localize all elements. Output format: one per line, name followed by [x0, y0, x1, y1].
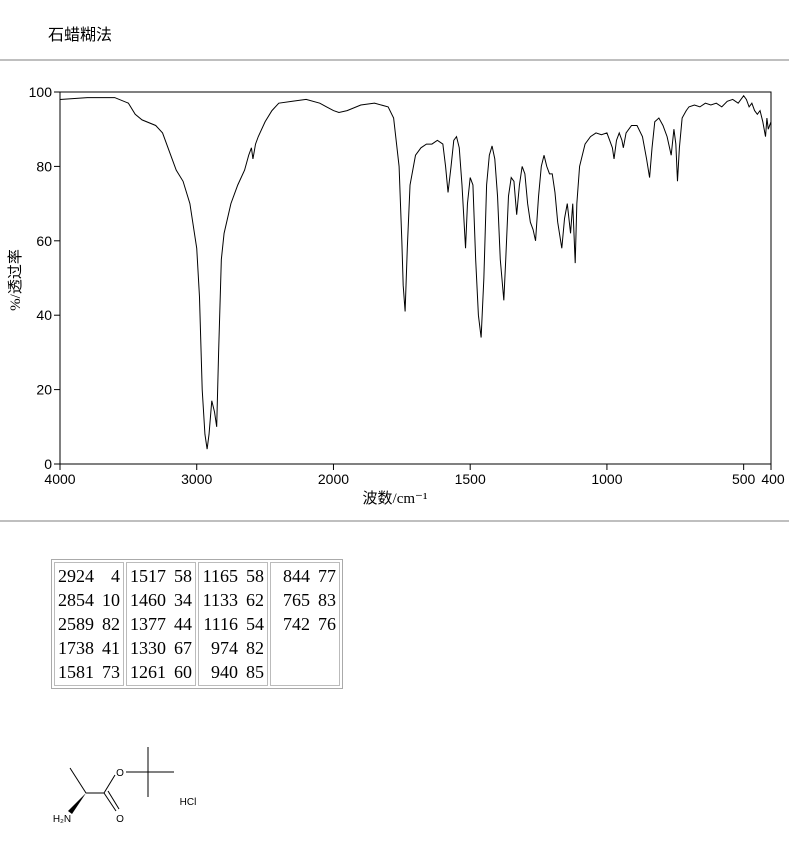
y-tick-label: 40 [36, 307, 52, 323]
peak-entry: 765 83 [274, 588, 336, 612]
peak-entry: 2854 10 [58, 588, 120, 612]
x-axis-label: 波数/cm⁻¹ [363, 490, 428, 507]
transmittance: 83 [318, 590, 336, 610]
transmittance: 77 [318, 566, 336, 586]
x-tick-label: 4000 [44, 471, 75, 487]
peak-entry: 2924 4 [58, 564, 120, 588]
wavenumber: 1517 [130, 566, 166, 586]
transmittance: 34 [174, 590, 192, 610]
peak-entry: 1738 41 [58, 636, 120, 660]
atom-label: O [116, 768, 124, 779]
x-tick-label: 3000 [181, 471, 212, 487]
peak-entry: 2589 82 [58, 612, 120, 636]
wavenumber: 1460 [130, 590, 166, 610]
wavenumber: 2924 [58, 566, 94, 586]
peak-column: 844 77 765 83 742 76 [270, 562, 340, 686]
peak-entry [274, 660, 336, 684]
transmittance: 82 [102, 614, 120, 634]
peak-table: 2924 4 2854 10 2589 82 1738 41 1581 73 1517 58 1460 3… [51, 559, 343, 689]
wavenumber: 1738 [58, 638, 94, 658]
spectrum-chart: 石蜡糊法 波数/cm⁻¹ %/透过率 0 20 40 60 80 100 4000 3000 2… [0, 26, 789, 522]
y-tick-label: 0 [44, 456, 52, 472]
x-tick-label: 500 [732, 471, 756, 487]
wavenumber: 940 [211, 662, 238, 682]
peak-entry: 1116 54 [202, 612, 264, 636]
wavenumber: 2854 [58, 590, 94, 610]
wavenumber: 742 [283, 614, 310, 634]
transmittance: 10 [102, 590, 120, 610]
peak-column: 1517 58 1460 34 1377 44 1330 67 1261 60 [126, 562, 196, 686]
wavenumber: 1133 [202, 590, 238, 610]
wavenumber: 2589 [58, 614, 94, 634]
wavenumber: 844 [283, 566, 310, 586]
transmittance: 41 [102, 638, 120, 658]
peak-entry: 1377 44 [130, 612, 192, 636]
peak-entry: 844 77 [274, 564, 336, 588]
peak-entry: 1517 58 [130, 564, 192, 588]
peak-entry: 1133 62 [202, 588, 264, 612]
wavenumber: 1261 [130, 662, 166, 682]
wavenumber: 1330 [130, 638, 166, 658]
peak-row: 2924 4 2854 10 2589 82 1738 41 1581 73 1517 58 1460 3… [54, 562, 340, 686]
x-tick-label: 1000 [591, 471, 622, 487]
peak-entry: 1581 73 [58, 660, 120, 684]
y-tick-label: 80 [36, 158, 52, 174]
y-tick-label: 60 [36, 233, 52, 249]
transmittance: 44 [174, 614, 192, 634]
peak-column: 1165 58 1133 62 1116 54 974 82 940 85 [198, 562, 268, 686]
salt-label: HCl [180, 797, 197, 808]
wedge-bond [68, 793, 86, 814]
x-tick-label: 400 [761, 471, 785, 487]
peak-entry: 1460 34 [130, 588, 192, 612]
peak-entry [274, 636, 336, 660]
transmittance: 82 [246, 638, 264, 658]
transmittance: 62 [246, 590, 264, 610]
peak-entry: 1330 67 [130, 636, 192, 660]
peak-entry: 1165 58 [202, 564, 264, 588]
spectrum-line [59, 94, 772, 450]
plot-frame [59, 91, 772, 465]
wavenumber: 1581 [58, 662, 94, 682]
atom-label: H₂N [53, 814, 71, 825]
x-tick-label: 1500 [455, 471, 486, 487]
atom-label: O [116, 814, 124, 825]
structure: O O H₂N HCl [53, 747, 197, 825]
wavenumber: 1165 [202, 566, 238, 586]
wavenumber: 1116 [203, 614, 238, 634]
transmittance: 60 [174, 662, 192, 682]
transmittance: 58 [246, 566, 264, 586]
y-axis-label: %/透过率 [7, 249, 24, 311]
wavenumber: 974 [211, 638, 238, 658]
transmittance: 54 [246, 614, 264, 634]
transmittance: 76 [318, 614, 336, 634]
x-tick-label: 2000 [318, 471, 349, 487]
transmittance: 67 [174, 638, 192, 658]
wavenumber: 1377 [130, 614, 166, 634]
peak-entry: 1261 60 [130, 660, 192, 684]
transmittance: 73 [102, 662, 120, 682]
peak-column: 2924 4 2854 10 2589 82 1738 41 1581 73 [54, 562, 124, 686]
peak-entry: 940 85 [202, 660, 264, 684]
transmittance: 58 [174, 566, 192, 586]
y-tick-label: 100 [29, 84, 53, 100]
peak-entry: 742 76 [274, 612, 336, 636]
transmittance: 85 [246, 662, 264, 682]
y-tick-label: 20 [36, 382, 52, 398]
page-title: 石蜡糊法 [48, 26, 112, 44]
wavenumber: 765 [283, 590, 310, 610]
transmittance: 4 [111, 566, 120, 586]
peak-entry: 974 82 [202, 636, 264, 660]
